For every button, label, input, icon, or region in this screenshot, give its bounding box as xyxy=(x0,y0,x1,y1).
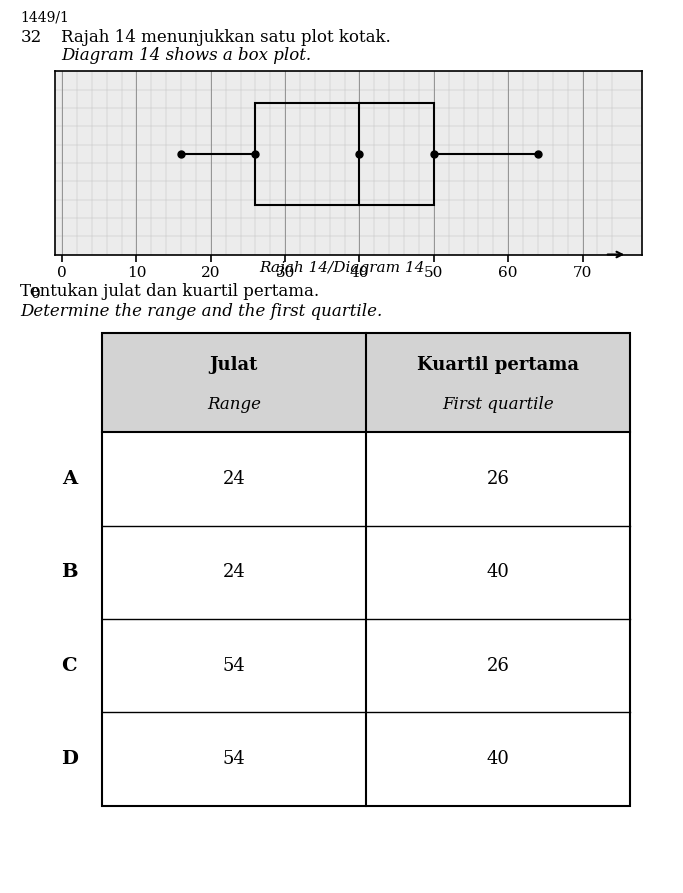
Text: 26: 26 xyxy=(487,656,510,675)
Text: 24: 24 xyxy=(223,470,245,488)
Bar xyxy=(102,333,630,432)
Text: C: C xyxy=(61,656,77,675)
Text: 0: 0 xyxy=(31,288,41,302)
Text: 54: 54 xyxy=(223,750,245,768)
Text: Rajah 14/Diagram 14: Rajah 14/Diagram 14 xyxy=(259,261,424,275)
Bar xyxy=(255,103,434,205)
Text: 1449/1: 1449/1 xyxy=(20,11,70,25)
Text: 40: 40 xyxy=(487,750,510,768)
Text: A: A xyxy=(61,470,77,488)
Text: B: B xyxy=(61,563,78,581)
Text: 40: 40 xyxy=(487,563,510,581)
Text: 32: 32 xyxy=(20,29,42,46)
Text: D: D xyxy=(61,750,78,768)
Text: Determine the range and the first quartile.: Determine the range and the first quarti… xyxy=(20,303,382,320)
Text: 24: 24 xyxy=(223,563,245,581)
Text: Rajah 14 menunjukkan satu plot kotak.: Rajah 14 menunjukkan satu plot kotak. xyxy=(61,29,391,46)
Text: Kuartil pertama: Kuartil pertama xyxy=(417,356,579,374)
Text: Tentukan julat dan kuartil pertama.: Tentukan julat dan kuartil pertama. xyxy=(20,283,320,300)
Text: 26: 26 xyxy=(487,470,510,488)
Text: Range: Range xyxy=(207,396,261,413)
Text: First quartile: First quartile xyxy=(442,396,554,413)
Text: 54: 54 xyxy=(223,656,245,675)
Text: Julat: Julat xyxy=(210,356,258,374)
Bar xyxy=(102,333,630,805)
Text: Diagram 14 shows a box plot.: Diagram 14 shows a box plot. xyxy=(61,47,311,64)
